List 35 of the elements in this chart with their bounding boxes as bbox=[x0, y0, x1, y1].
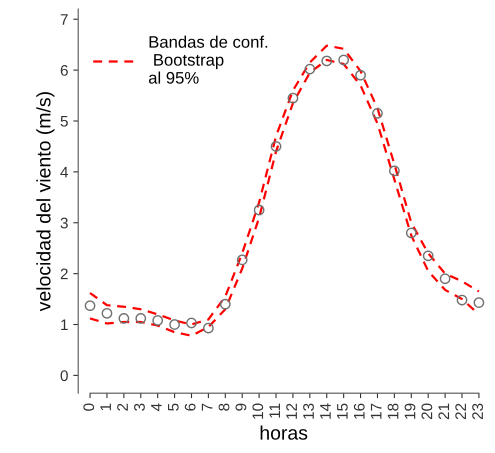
x-tick-label: 3 bbox=[134, 404, 145, 411]
x-tick-label: 19 bbox=[404, 404, 416, 419]
y-tick-label: 2 bbox=[60, 268, 68, 280]
x-tick-label: 15 bbox=[337, 404, 348, 419]
x-tick-label: 10 bbox=[252, 404, 264, 419]
y-tick-label: 0 bbox=[60, 370, 68, 382]
x-tick-label: 6 bbox=[184, 404, 196, 411]
y-tick-label: 4 bbox=[60, 166, 68, 178]
x-tick-label: 8 bbox=[218, 404, 230, 411]
x-tick-label: 7 bbox=[202, 404, 212, 411]
x-tick-label: 1 bbox=[100, 404, 111, 410]
x-tick-label: 21 bbox=[438, 404, 450, 420]
x-tick-label: 18 bbox=[388, 404, 398, 419]
x-tick-label: 9 bbox=[235, 404, 246, 411]
x-tick-label: 2 bbox=[117, 404, 128, 411]
y-tick-label: 5 bbox=[60, 116, 68, 127]
x-tick-label: 17 bbox=[370, 404, 382, 419]
y-tick-label: 7 bbox=[60, 14, 68, 25]
y-tick-label: 1 bbox=[61, 320, 68, 330]
y-tick-label: 6 bbox=[60, 64, 68, 76]
x-tick-label: 22 bbox=[455, 404, 466, 420]
x-tick-label: 16 bbox=[354, 404, 365, 419]
x-tick-label: 4 bbox=[151, 403, 162, 412]
x-tick-label: 13 bbox=[303, 404, 314, 419]
y-axis-title: velocidad del viento (m/s) bbox=[36, 92, 54, 312]
y-tick-label: 3 bbox=[60, 218, 68, 228]
x-tick-label: 11 bbox=[269, 404, 280, 418]
legend-label: Bandas de conf. Bootstrap al 95% bbox=[148, 36, 268, 84]
x-tick-label: 5 bbox=[168, 404, 179, 411]
x-tick-label: 20 bbox=[421, 404, 432, 420]
x-tick-label: 14 bbox=[320, 403, 331, 419]
x-tick-label: 23 bbox=[472, 404, 484, 420]
x-axis-title: horas bbox=[260, 425, 308, 440]
x-tick-label: 0 bbox=[83, 404, 94, 411]
x-tick-label: 12 bbox=[286, 404, 297, 419]
